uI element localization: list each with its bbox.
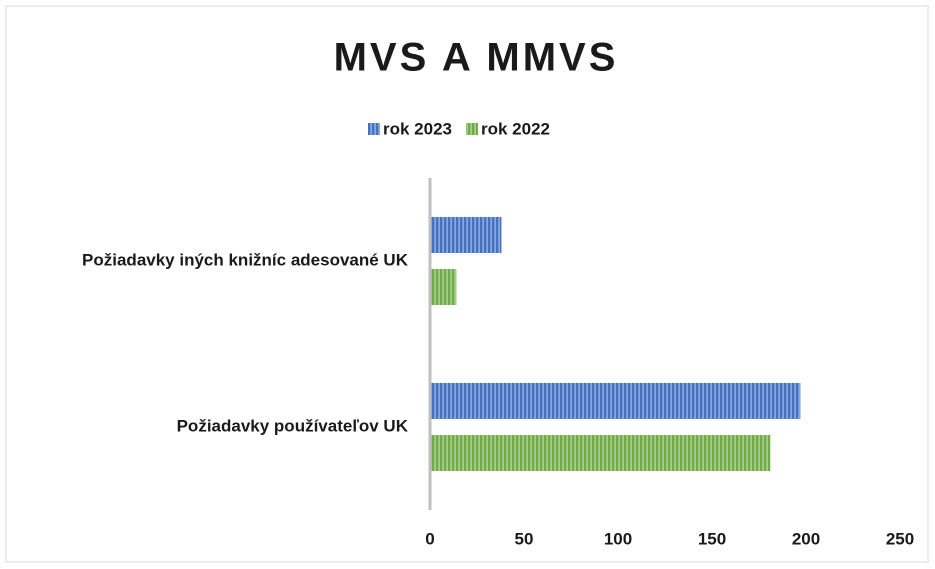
bar — [430, 269, 457, 305]
bar — [430, 435, 771, 471]
legend-label: rok 2022 — [481, 119, 550, 138]
legend-swatch — [466, 123, 478, 135]
x-tick-label: 0 — [425, 529, 434, 548]
chart-border — [5, 5, 929, 563]
legend-label: rok 2023 — [383, 119, 452, 138]
x-tick-label: 150 — [698, 529, 726, 548]
x-tick-label: 50 — [515, 529, 534, 548]
y-tick-label: Požiadavky používateľov UK — [177, 416, 409, 435]
bar — [430, 383, 801, 419]
x-tick-label: 250 — [886, 529, 914, 548]
x-tick-label: 200 — [792, 529, 820, 548]
x-tick-label: 100 — [604, 529, 632, 548]
bar — [430, 217, 502, 253]
y-tick-label: Požiadavky iných knižníc adesované UK — [82, 250, 409, 269]
chart-title: MVS A MMVS — [334, 36, 619, 80]
legend-swatch — [368, 123, 380, 135]
